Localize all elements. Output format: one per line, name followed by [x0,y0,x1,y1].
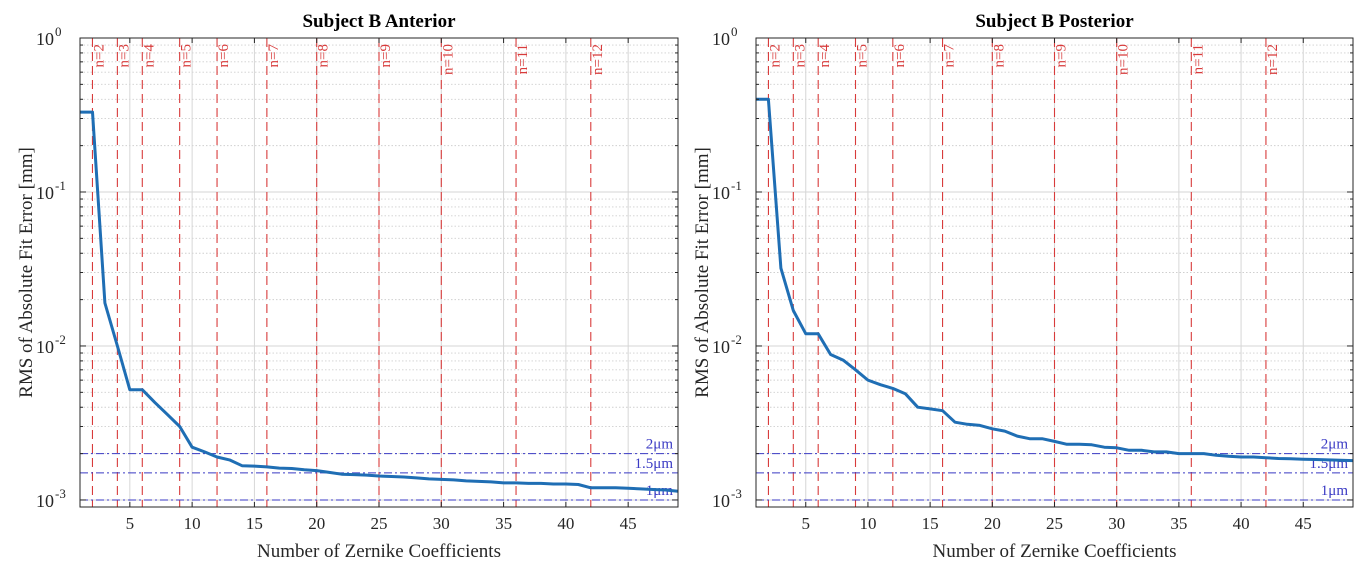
chart-title: Subject B Posterior [975,11,1134,32]
x-axis-label: Number of Zernike Coefficients [933,541,1177,562]
order-label: n=3 [116,44,132,67]
y-tick-base: 10 [712,337,730,357]
chart-panel-2: n=2 n=3 n=4 n=5 n=6 n=7 n=8 n=9 n=10 n=11 n=12 2μm 1… [692,11,1354,562]
order-label: n=2 [767,44,783,67]
x-axis-label: Number of Zernike Coefficients [257,541,501,562]
x-tick-label: 10 [184,514,201,533]
y-tick-exponent: -2 [55,332,66,347]
y-tick-base: 10 [36,337,54,357]
order-label: n=10 [1116,44,1132,75]
y-tick-exponent: 0 [55,24,62,39]
y-tick-base: 10 [36,183,54,203]
y-tick-label: 10 [712,29,730,49]
order-label: n=12 [590,44,606,75]
threshold-label: 2μm [646,437,674,453]
x-tick-label: 15 [922,514,939,533]
y-tick-exponent: -1 [731,178,742,193]
y-tick-base: 10 [712,29,730,49]
y-tick-label: 10 [36,29,54,49]
y-tick-exponent: 0 [731,24,738,39]
order-label: n=11 [515,44,531,74]
order-label: n=6 [892,44,908,68]
y-tick-label: 10 [36,491,54,511]
order-label: n=4 [141,44,157,68]
y-tick-exponent: -2 [731,332,742,347]
order-label: n=7 [942,44,958,68]
x-tick-label: 20 [308,514,325,533]
x-tick-label: 25 [371,514,388,533]
order-label: n=3 [792,44,808,67]
x-tick-label: 10 [859,514,876,533]
y-axis-label: RMS of Absolute Fit Error [mm] [692,147,713,398]
y-tick-exponent: -3 [55,486,66,501]
order-label: n=4 [817,44,833,68]
order-label: n=11 [1190,44,1206,74]
chart-title: Subject B Anterior [302,11,456,32]
order-label: n=9 [378,44,394,67]
threshold-label: 1.5μm [635,456,674,472]
y-axis-label: RMS of Absolute Fit Error [mm] [16,147,37,398]
x-tick-label: 40 [557,514,574,533]
x-tick-label: 45 [620,514,637,533]
order-label: n=12 [1265,44,1281,75]
series-line [80,110,679,493]
order-label: n=2 [91,44,107,67]
y-tick-base: 10 [712,183,730,203]
x-tick-label: 35 [1170,514,1187,533]
order-label: n=5 [855,44,871,67]
threshold-label: 2μm [1321,437,1349,453]
x-tick-label: 5 [802,514,811,533]
y-tick-exponent: -1 [55,178,66,193]
order-label: n=8 [316,44,332,67]
x-tick-label: 5 [126,514,135,533]
x-tick-label: 35 [495,514,512,533]
order-label: n=10 [440,44,456,75]
y-tick-base: 10 [36,491,54,511]
x-tick-label: 25 [1046,514,1063,533]
x-tick-label: 30 [433,514,450,533]
order-label: n=8 [991,44,1007,67]
order-label: n=6 [216,44,232,68]
x-tick-label: 20 [984,514,1001,533]
y-tick-exponent: -3 [731,486,742,501]
x-tick-label: 40 [1233,514,1250,533]
order-label: n=5 [179,44,195,67]
order-label: n=7 [266,44,282,68]
series-line [756,97,1354,463]
y-tick-label: 10 [36,183,54,203]
x-tick-label: 30 [1108,514,1125,533]
y-tick-label: 10 [36,337,54,357]
x-tick-label: 45 [1295,514,1312,533]
threshold-label: 1μm [1321,483,1349,499]
x-tick-label: 15 [246,514,263,533]
y-tick-label: 10 [712,183,730,203]
order-label: n=9 [1054,44,1070,67]
y-tick-label: 10 [712,491,730,511]
chart-panel-1: n=2 n=3 n=4 n=5 n=6 n=7 n=8 n=9 n=10 n=11 n=12 2μm 1… [16,11,679,562]
y-tick-label: 10 [712,337,730,357]
y-tick-base: 10 [36,29,54,49]
y-tick-base: 10 [712,491,730,511]
